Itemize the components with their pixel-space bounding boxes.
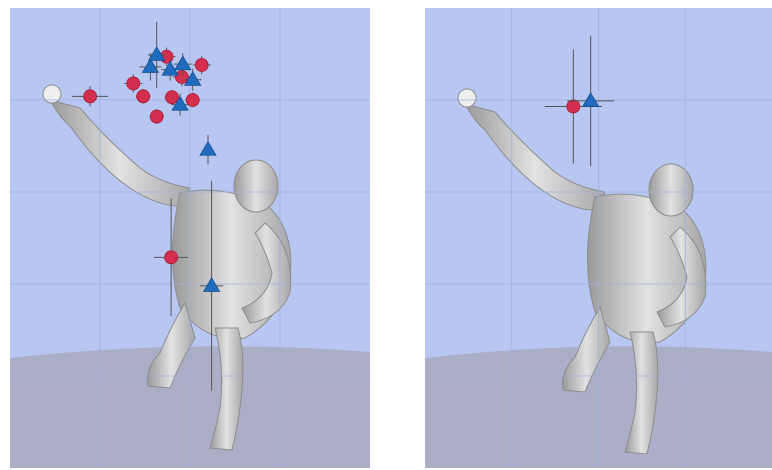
point: [194, 58, 209, 72]
point: [141, 58, 160, 73]
point: [202, 277, 221, 292]
point: [581, 92, 600, 107]
point: [199, 140, 217, 156]
point: [148, 46, 166, 61]
point: [174, 55, 192, 71]
plots: [10, 8, 772, 468]
point: [165, 90, 179, 105]
point: [161, 60, 179, 76]
point: [185, 93, 200, 107]
point: [126, 76, 141, 91]
point: [136, 89, 151, 104]
point: [184, 70, 202, 86]
point: [174, 70, 189, 84]
point: [83, 89, 97, 104]
plot: [10, 8, 370, 468]
point: [566, 99, 581, 114]
point: [171, 95, 189, 111]
point: [149, 109, 164, 124]
point: [164, 250, 179, 265]
plot: [425, 8, 772, 468]
